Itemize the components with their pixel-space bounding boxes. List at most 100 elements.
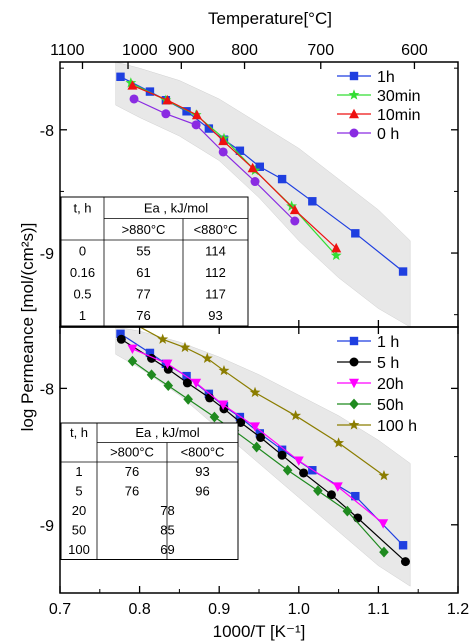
x-axis-label: 1000/T [K⁻¹] xyxy=(213,622,306,641)
table-frame xyxy=(60,422,239,560)
legend-entry: 0 h xyxy=(337,126,399,143)
data-point xyxy=(218,135,229,146)
data-point xyxy=(351,229,360,238)
data-point xyxy=(331,242,342,253)
data-point xyxy=(351,491,360,501)
table-cell: 96 xyxy=(195,484,209,499)
top-temp-tick-label: 800 xyxy=(231,42,258,59)
legend-entry: 50h xyxy=(337,397,404,414)
data-point xyxy=(235,146,245,155)
y-tick-label: -8 xyxy=(40,123,54,140)
legend-marker xyxy=(349,378,359,389)
legend-marker xyxy=(349,108,359,119)
y-tick-label: -9 xyxy=(40,246,54,263)
data-point xyxy=(250,177,260,187)
data-point xyxy=(127,80,138,90)
legend-entry: 5 h xyxy=(337,355,399,372)
top-axis-label: Temperature[°C] xyxy=(208,9,332,28)
data-point xyxy=(342,505,353,517)
table-cell: 93 xyxy=(195,464,209,479)
data-point xyxy=(163,380,174,392)
data-point xyxy=(201,352,213,363)
data-point xyxy=(353,513,363,523)
table-cell: 112 xyxy=(205,265,226,280)
series-line xyxy=(133,98,296,222)
data-point xyxy=(182,378,192,388)
table-cell: 76 xyxy=(136,308,150,323)
data-point xyxy=(290,216,300,226)
data-point xyxy=(282,464,293,476)
table-cell: 0.5 xyxy=(73,286,91,301)
legend-marker xyxy=(349,71,359,81)
y-tick-label: -8 xyxy=(40,381,54,398)
data-point xyxy=(204,124,214,133)
legend-label: 20h xyxy=(377,376,404,393)
legend-entry: 1 h xyxy=(337,334,399,351)
data-point xyxy=(277,445,287,454)
data-point xyxy=(125,77,137,88)
data-point xyxy=(289,204,300,215)
top-panel-series xyxy=(116,72,408,276)
data-point xyxy=(235,412,245,422)
data-point xyxy=(290,409,302,421)
bottom-envelope-band xyxy=(115,327,411,587)
x-tick-label: 1.0 xyxy=(288,601,310,618)
data-point xyxy=(249,386,261,398)
data-point xyxy=(163,364,173,374)
data-point xyxy=(205,393,215,403)
data-point xyxy=(400,557,410,567)
legend-entry: 1h xyxy=(337,69,395,86)
data-point xyxy=(191,378,202,389)
top-temp-tick-label: 600 xyxy=(401,42,428,59)
data-point xyxy=(162,359,173,370)
table-cell: 93 xyxy=(208,308,222,323)
series-100h xyxy=(129,327,390,481)
legend-label: 1h xyxy=(377,69,395,86)
table-cell: 117 xyxy=(205,286,226,301)
data-point xyxy=(161,109,171,119)
table-subheader: >800°C xyxy=(110,445,154,460)
legend-entry: 20h xyxy=(337,376,404,393)
legend-marker xyxy=(349,357,359,367)
data-point xyxy=(251,441,262,453)
top-temp-tick-label: 1000 xyxy=(122,42,158,59)
data-point xyxy=(145,348,155,358)
x-tick-label: 0.9 xyxy=(208,601,230,618)
bottom-panel-y-ticks: -8 -9 xyxy=(40,381,458,594)
data-point xyxy=(162,95,173,105)
data-point xyxy=(179,341,191,353)
table-cell: 76 xyxy=(125,464,139,479)
data-point xyxy=(255,162,264,171)
data-point xyxy=(299,468,309,478)
table-cell: 1 xyxy=(79,308,86,323)
table-cell: 55 xyxy=(136,243,150,258)
bottom-panel-frame xyxy=(59,326,459,594)
data-point xyxy=(379,546,389,558)
data-point xyxy=(378,469,390,481)
legend-label: 100 h xyxy=(377,418,417,435)
table-cell: 85 xyxy=(160,523,174,538)
table-header: Ea , kJ/mol xyxy=(144,200,208,215)
table-subheader: >880°C xyxy=(122,222,166,237)
series-20h xyxy=(127,344,389,529)
table-cell: 0.16 xyxy=(70,265,95,280)
top-envelope-band xyxy=(115,62,411,327)
legend-label: 1 h xyxy=(377,334,399,351)
table-col-header: t, h xyxy=(70,425,88,440)
data-point xyxy=(218,147,228,157)
top-temp-tick-label: 700 xyxy=(307,42,334,59)
data-point xyxy=(277,450,287,460)
data-point xyxy=(183,393,193,405)
data-point xyxy=(116,329,125,339)
data-point xyxy=(313,485,323,497)
data-point xyxy=(116,334,126,344)
table-cell: 50 xyxy=(72,523,86,538)
data-point xyxy=(146,369,157,381)
x-tick-label: 1.2 xyxy=(447,601,469,618)
table-cell: 5 xyxy=(75,484,82,499)
legend-entry: 30min xyxy=(337,88,421,105)
table-cell: 1 xyxy=(75,464,82,479)
data-point xyxy=(256,432,266,442)
table-cell: 61 xyxy=(136,265,150,280)
data-point xyxy=(191,109,202,120)
